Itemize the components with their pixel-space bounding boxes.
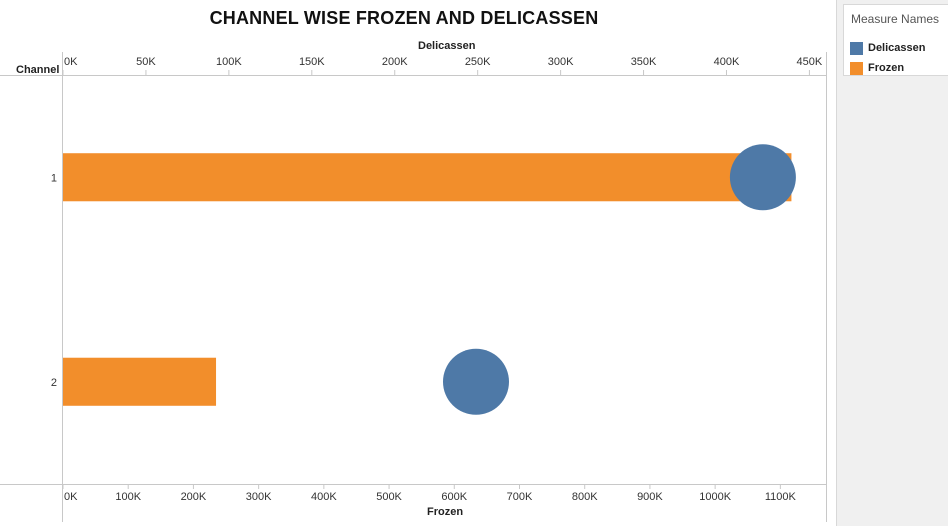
delicassen-circle [729,144,796,211]
top-axis-tick-label: 400K [714,56,740,68]
legend-item-delicassen[interactable]: Delicassen [850,40,925,56]
legend-swatch-frozen [850,61,863,75]
bottom-axis-tick-label: 900K [637,491,663,503]
top-axis-tick-label: 100K [216,56,242,68]
plot-svg: 0K 50K 100K 150K 200K 250K 300K 350K 400K 450K 0K 1… [0,52,827,522]
top-axis-title: Delicassen [418,40,476,52]
bottom-axis-tick-label: 0K [64,491,78,503]
channel-label: 2 [51,377,57,389]
row-axis-label: Channel [16,64,60,76]
legend-label-frozen: Frozen [868,62,905,74]
top-axis-tick-label: 300K [548,56,574,68]
top-axis-tick-label: 250K [465,56,491,68]
top-axis-tick-label: 450K [797,56,823,68]
top-axis-tick-label: 0K [64,56,78,68]
bottom-axis-tick-label: 600K [441,491,467,503]
chart-title: CHANNEL WISE FROZEN AND DELICASSEN [209,8,599,28]
bottom-axis-tick-label: 100K [115,491,141,503]
bottom-axis-tick-label: 300K [246,491,272,503]
top-axis-tick-label: 200K [382,56,408,68]
bottom-axis-tick-label: 500K [376,491,402,503]
bottom-axis-tick-label: 1000K [699,491,731,503]
bottom-axis-tick-label: 700K [507,491,533,503]
top-axis-tick-label: 150K [299,56,325,68]
top-axis-tick-label: 350K [631,56,657,68]
legend-panel: Measure Names Delicassen Frozen [836,0,948,526]
legend-title: Measure Names [851,12,940,26]
bottom-axis-title: Frozen [427,506,464,518]
frozen-bar [63,153,792,202]
legend: Measure Names Delicassen Frozen [843,4,948,76]
frozen-bar [63,357,217,406]
chart-area: CHANNEL WISE FROZEN AND DELICASSEN Chann… [0,8,827,522]
legend-item-frozen[interactable]: Frozen [850,60,904,76]
delicassen-circle [442,348,509,415]
top-axis-tick-label: 50K [136,56,156,68]
bottom-axis-tick-label: 800K [572,491,598,503]
channel-label: 1 [51,172,57,184]
bottom-axis-tick-label: 1100K [765,491,797,503]
bottom-axis-tick-label: 200K [181,491,207,503]
bottom-axis-tick-label: 400K [311,491,337,503]
legend-swatch-delicassen [850,41,863,55]
legend-label-delicassen: Delicassen [868,42,926,54]
